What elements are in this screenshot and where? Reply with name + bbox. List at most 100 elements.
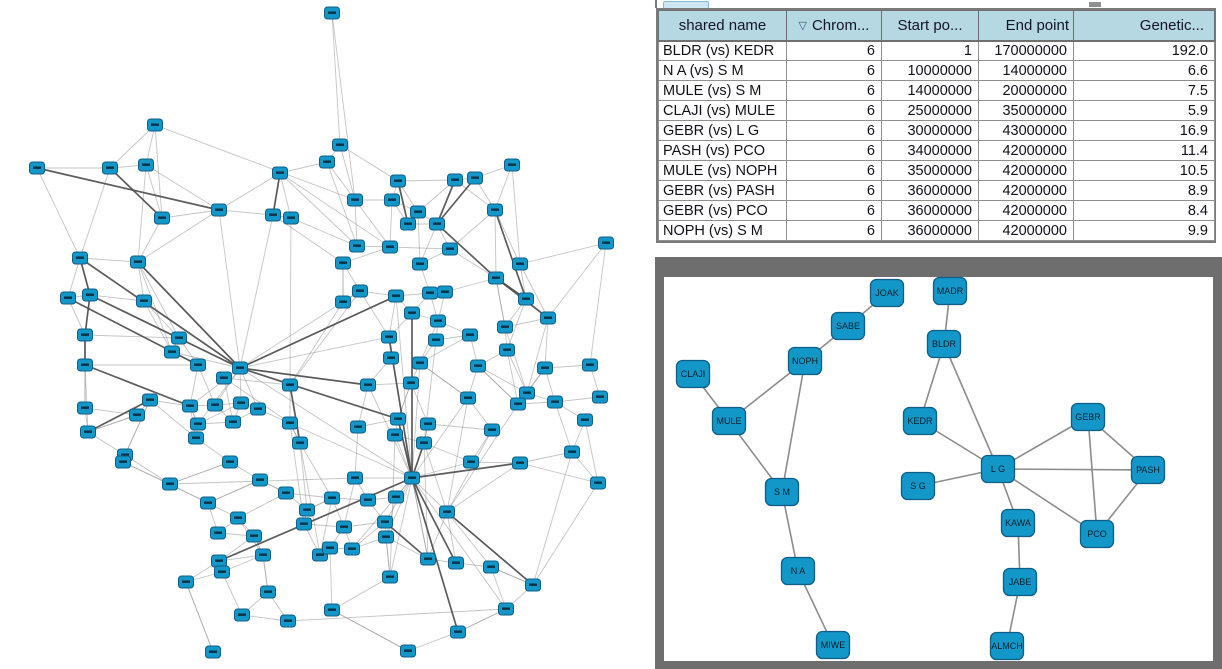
graph-edge	[137, 261, 173, 353]
graph-node[interactable]	[1130, 455, 1166, 485]
graph-edge	[384, 521, 429, 560]
network-overview-canvas[interactable]	[0, 0, 655, 669]
graph-edge	[272, 172, 281, 216]
graph-edge	[239, 214, 274, 369]
graph-node-label	[211, 403, 219, 406]
graph-edge	[423, 442, 448, 513]
table-row[interactable]: MULE (vs) S M 6 14000000 20000000 7.5	[658, 80, 1215, 101]
graph-node[interactable]	[787, 346, 823, 376]
column-header-3[interactable]: End point	[978, 10, 1074, 42]
graph-edge[interactable]	[997, 468, 1098, 535]
graph-node[interactable]	[1079, 519, 1115, 549]
cell-value: 10000000	[881, 60, 979, 81]
graph-node[interactable]	[869, 278, 905, 308]
graph-node[interactable]	[932, 276, 968, 306]
column-header-1[interactable]: ▽ Chrom...	[786, 10, 882, 42]
graph-edge	[299, 442, 308, 511]
graph-edge	[388, 295, 397, 338]
graph-edge[interactable]	[1087, 416, 1098, 535]
table-row[interactable]: GEBR (vs) PCO 6 36000000 42000000 8.4	[658, 200, 1215, 221]
graph-node-label	[269, 213, 277, 216]
graph-node-label	[326, 546, 334, 549]
graph-edge	[207, 479, 261, 504]
graph-edge	[339, 144, 356, 201]
graph-node[interactable]	[675, 359, 711, 389]
table-row[interactable]: GEBR (vs) PASH 6 36000000 42000000 8.9	[658, 180, 1215, 201]
graph-node-label	[501, 325, 509, 328]
graph-node-label	[81, 406, 89, 409]
graph-edge	[290, 217, 358, 247]
cell-value: 14000000	[881, 80, 979, 101]
table-row[interactable]: CLAJI (vs) MULE 6 25000000 35000000 5.9	[658, 100, 1215, 121]
graph-node[interactable]	[980, 454, 1016, 484]
graph-node[interactable]	[1070, 402, 1106, 432]
graph-edge	[221, 571, 243, 616]
network-detail-canvas[interactable]: JOAK SABE NOPH CLAJI MULE S M N A MIWE MADR BLDR K…	[655, 257, 1222, 669]
graph-node-label	[296, 441, 304, 444]
graph-node[interactable]	[815, 630, 851, 660]
graph-edge	[137, 164, 147, 263]
graph-node-label	[492, 276, 500, 279]
graph-node-label	[339, 300, 347, 303]
graph-node-label	[354, 425, 362, 428]
column-header-2[interactable]: Start po...	[881, 10, 979, 42]
graph-node[interactable]	[900, 471, 936, 501]
column-header-0[interactable]: shared name	[658, 10, 787, 42]
scrollbar-fragment	[1089, 2, 1101, 7]
graph-node-label: PCO	[1087, 529, 1107, 539]
cell-shared-name: BLDR (vs) KEDR	[658, 40, 787, 61]
graph-edge	[84, 294, 91, 336]
graph-node[interactable]	[780, 556, 816, 586]
graph-edge	[331, 609, 409, 652]
graph-edge	[584, 419, 599, 484]
column-header-4[interactable]: Genetic...	[1073, 10, 1215, 42]
graph-edge	[506, 349, 519, 405]
graph-edge	[299, 442, 333, 499]
graph-node[interactable]	[926, 329, 962, 359]
graph-node-label	[502, 607, 510, 610]
graph-node[interactable]	[711, 406, 747, 436]
graph-node[interactable]	[1002, 567, 1038, 597]
graph-node[interactable]	[1000, 508, 1036, 538]
graph-node[interactable]	[989, 631, 1025, 661]
cell-shared-name: NOPH (vs) S M	[658, 220, 787, 241]
graph-node[interactable]	[902, 406, 938, 436]
table-row[interactable]: MULE (vs) NOPH 6 35000000 42000000 10.5	[658, 160, 1215, 181]
graph-node-label	[276, 171, 284, 174]
graph-node-label	[229, 420, 237, 423]
graph-edge[interactable]	[997, 468, 1149, 471]
graph-edge	[446, 429, 493, 513]
graph-edge[interactable]	[943, 343, 999, 470]
graph-node-label	[287, 216, 295, 219]
table-row[interactable]: N A (vs) S M 6 10000000 14000000 6.6	[658, 60, 1215, 81]
cell-shared-name: GEBR (vs) PASH	[658, 180, 787, 201]
graph-node-label	[416, 361, 424, 364]
graph-edge	[239, 367, 259, 410]
table-row[interactable]: PASH (vs) PCO 6 34000000 42000000 11.4	[658, 140, 1215, 161]
graph-edge[interactable]	[781, 360, 806, 493]
graph-edge	[223, 377, 234, 423]
graph-node-label: KAWA	[1005, 518, 1031, 528]
cell-value: 170000000	[978, 40, 1074, 61]
table-row[interactable]: GEBR (vs) L G 6 30000000 43000000 16.9	[658, 120, 1215, 141]
graph-node-label	[441, 290, 449, 293]
graph-edge	[411, 477, 507, 610]
graph-node-label	[446, 247, 454, 250]
graph-node-label	[256, 478, 264, 481]
graph-edge	[149, 399, 197, 439]
graph-node[interactable]	[764, 477, 800, 507]
table-row[interactable]: BLDR (vs) KEDR 6 1 170000000 192.0	[658, 40, 1215, 61]
filter-icon[interactable]: ▽	[798, 19, 807, 32]
graph-edge	[239, 295, 397, 369]
graph-edge	[411, 461, 472, 479]
graph-edge	[411, 462, 521, 479]
cell-value: 6	[786, 100, 882, 121]
graph-edge	[154, 124, 356, 201]
graph-edge	[137, 261, 241, 369]
graph-node-label	[385, 335, 393, 338]
graph-node[interactable]	[830, 311, 866, 341]
graph-node-label: GEBR	[1075, 412, 1101, 422]
table-row[interactable]: NOPH (vs) S M 6 36000000 42000000 9.9	[658, 220, 1215, 241]
graph-node-label	[286, 421, 294, 424]
graph-node-label: KEDR	[907, 416, 933, 426]
